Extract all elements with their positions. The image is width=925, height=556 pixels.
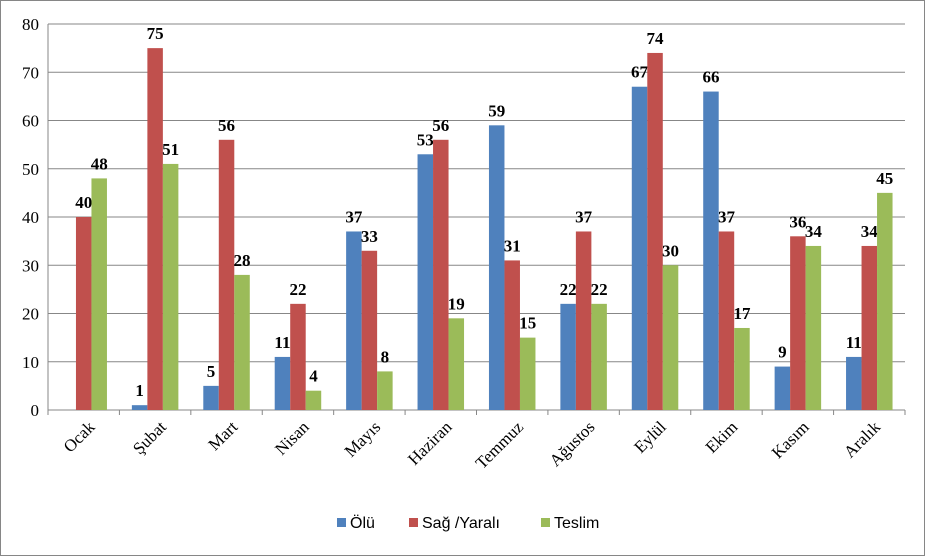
bar — [417, 154, 434, 410]
bar — [234, 274, 250, 410]
bar — [560, 303, 576, 410]
data-label: 66 — [702, 68, 719, 87]
legend-swatch — [337, 518, 346, 527]
bar — [377, 371, 393, 410]
bar — [274, 356, 291, 410]
data-label: 36 — [789, 212, 806, 231]
bar — [162, 163, 179, 410]
legend-swatch — [409, 518, 418, 527]
data-label: 11 — [846, 333, 862, 352]
bar — [774, 366, 791, 410]
bar — [433, 139, 449, 411]
bar — [519, 337, 536, 410]
data-label: 15 — [519, 314, 536, 333]
x-tick-label: Mart — [205, 417, 242, 454]
legend-label: Sağ /Yaralı — [422, 515, 500, 532]
x-tick-label: Mayıs — [341, 417, 384, 460]
data-label: 30 — [662, 241, 679, 260]
bar — [703, 91, 719, 411]
bar — [147, 48, 163, 410]
data-label: 9 — [778, 343, 787, 362]
y-tick-label: 20 — [22, 305, 39, 324]
x-tick-label: Ekim — [702, 417, 741, 456]
y-tick-label: 30 — [22, 256, 39, 275]
data-label: 22 — [560, 280, 577, 299]
bar — [805, 245, 822, 410]
data-label: 56 — [432, 116, 449, 135]
legend-label: Teslim — [554, 515, 599, 532]
data-label: 28 — [234, 251, 251, 270]
bar — [488, 125, 505, 410]
data-label: 67 — [631, 63, 649, 82]
y-tick-label: 40 — [22, 208, 39, 227]
data-label: 37 — [718, 207, 736, 226]
bar — [734, 327, 750, 410]
y-tick-label: 60 — [22, 112, 39, 131]
bar — [91, 178, 107, 410]
data-label: 40 — [75, 193, 92, 212]
y-tick-label: 10 — [22, 353, 39, 372]
x-tick-label: Ağustos — [546, 417, 599, 470]
bar — [718, 231, 735, 410]
legend-label: Ölü — [350, 514, 375, 532]
data-label: 75 — [147, 24, 164, 43]
data-label: 51 — [162, 140, 179, 159]
bar — [662, 265, 679, 410]
bar — [647, 52, 663, 410]
data-label: 59 — [488, 101, 505, 120]
data-label: 5 — [207, 362, 216, 381]
bar — [877, 192, 893, 410]
bar — [790, 236, 806, 410]
bar — [361, 250, 378, 410]
bar — [203, 385, 219, 410]
data-label: 19 — [448, 294, 465, 313]
data-label: 22 — [591, 280, 608, 299]
data-label: 33 — [361, 227, 378, 246]
bar — [290, 303, 306, 410]
x-tick-label: Ocak — [60, 417, 99, 456]
data-label: 56 — [218, 116, 235, 135]
y-tick-label: 0 — [31, 401, 40, 420]
bar — [591, 303, 607, 410]
data-label: 31 — [504, 236, 521, 255]
bar — [504, 260, 520, 410]
bar — [75, 217, 92, 410]
x-tick-label: Eylül — [630, 417, 670, 457]
data-label: 34 — [805, 222, 823, 241]
x-tick-label: Temmuz — [472, 417, 528, 473]
bar — [218, 139, 235, 411]
bar — [846, 356, 862, 410]
data-label: 11 — [274, 333, 290, 352]
data-label: 45 — [876, 169, 893, 188]
x-tick-label: Aralık — [840, 417, 884, 461]
legend-swatch — [541, 518, 550, 527]
bar — [346, 231, 362, 410]
x-tick-label: Kasım — [768, 417, 813, 462]
bar — [305, 390, 322, 410]
data-label: 74 — [647, 29, 665, 48]
data-label: 22 — [289, 280, 306, 299]
y-tick-label: 70 — [22, 63, 39, 82]
x-tick-label: Nisan — [271, 417, 313, 459]
data-label: 53 — [417, 130, 434, 149]
data-label: 8 — [381, 347, 390, 366]
bar — [131, 405, 148, 410]
bar — [575, 231, 592, 410]
data-label: 37 — [575, 207, 593, 226]
data-label: 17 — [733, 304, 751, 323]
x-tick-label: Haziran — [404, 417, 456, 469]
bar — [631, 86, 648, 410]
data-label: 37 — [345, 207, 363, 226]
y-tick-label: 50 — [22, 160, 39, 179]
bar — [861, 245, 878, 410]
bar — [448, 318, 465, 410]
data-label: 4 — [309, 367, 318, 386]
data-label: 48 — [91, 154, 108, 173]
data-label: 34 — [861, 222, 879, 241]
y-tick-label: 80 — [22, 15, 39, 34]
data-label: 1 — [135, 381, 144, 400]
x-tick-label: Şubat — [129, 417, 170, 458]
